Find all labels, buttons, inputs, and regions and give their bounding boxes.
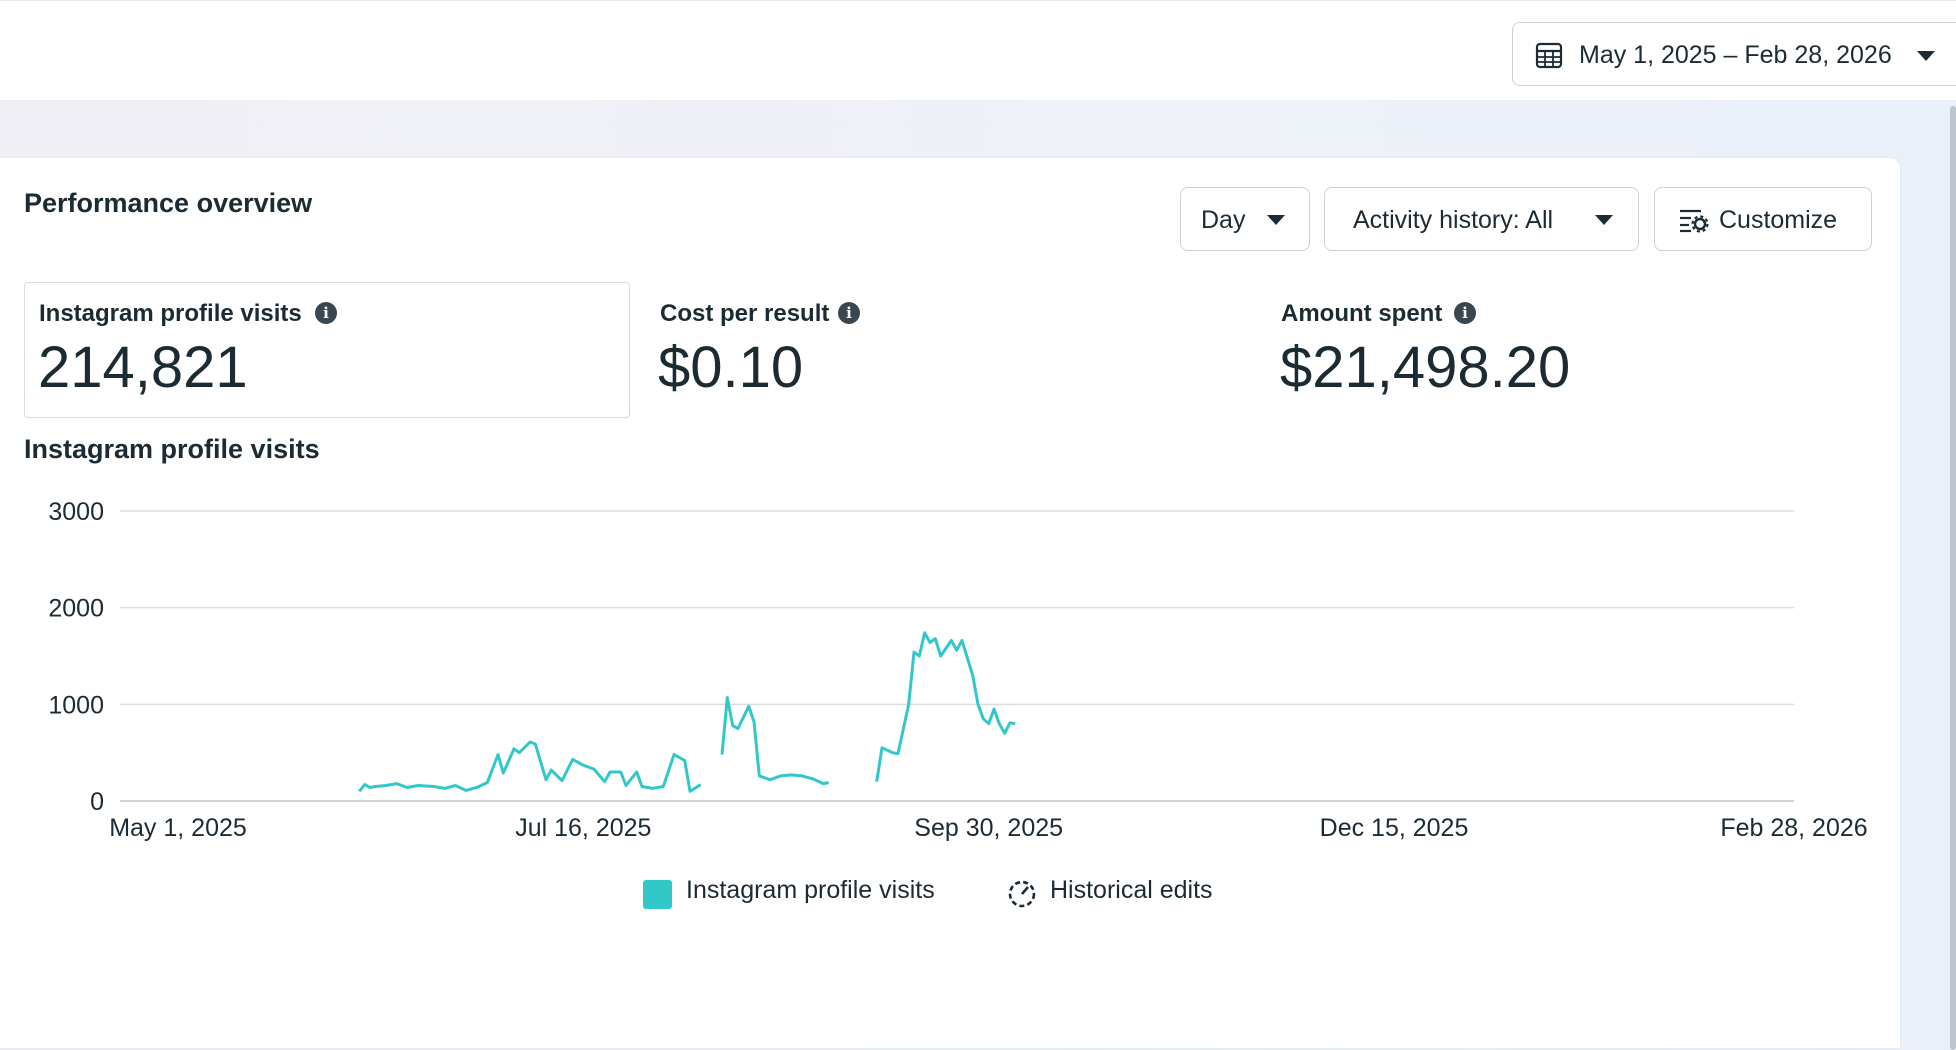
chart-title: Instagram profile visits [24,434,320,464]
legend-swatch-profile-visits [643,880,672,909]
kpi-value-cost-per-result: $0.10 [658,335,804,400]
x-tick-label: Feb 28, 2026 [1720,814,1867,842]
kpi-label-cost-per-result: Cost per result [660,300,830,327]
granularity-dropdown[interactable]: Day [1180,187,1310,251]
y-tick-label: 1000 [48,691,104,719]
x-tick-label: May 1, 2025 [109,814,247,842]
section-title: Performance overview [24,188,313,218]
kpi-value-amount-spent: $21,498.20 [1280,335,1571,400]
customize-label: Customize [1719,206,1838,234]
series-line-segment [875,631,1016,782]
date-range-label: May 1, 2025 – Feb 28, 2026 [1579,41,1892,69]
activity-history-dropdown[interactable]: Activity history: All [1324,187,1639,251]
history-icon [1008,880,1036,908]
customize-settings-icon [1680,209,1709,233]
scrollbar[interactable] [1950,106,1956,1050]
x-tick-label: Dec 15, 2025 [1320,814,1469,842]
date-range-picker[interactable]: May 1, 2025 – Feb 28, 2026 [1512,22,1956,86]
chevron-down-icon [1917,51,1935,61]
series-line-segment [358,740,702,793]
y-tick-label: 3000 [48,498,104,526]
calendar-icon [1535,42,1563,69]
legend-label-historical-edits[interactable]: Historical edits [1050,876,1213,904]
series-line-segment [720,696,829,786]
x-tick-label: Sep 30, 2025 [914,814,1063,842]
chevron-down-icon [1267,215,1285,225]
x-tick-label: Jul 16, 2025 [515,814,651,842]
kpi-value-profile-visits: 214,821 [38,335,248,400]
y-tick-label: 0 [90,788,104,816]
kpi-label-amount-spent: Amount spent [1281,300,1443,327]
legend-label-profile-visits[interactable]: Instagram profile visits [686,876,935,904]
chevron-down-icon [1595,215,1613,225]
info-icon[interactable]: i [315,302,337,324]
info-icon[interactable]: i [1454,302,1476,324]
kpi-label-profile-visits: Instagram profile visits [39,300,302,327]
activity-history-label: Activity history: All [1353,206,1554,234]
y-tick-label: 2000 [48,595,104,623]
customize-button[interactable]: Customize [1654,187,1872,251]
kpi-card-selected[interactable] [24,282,630,418]
granularity-label: Day [1201,206,1246,234]
info-icon[interactable]: i [838,302,860,324]
